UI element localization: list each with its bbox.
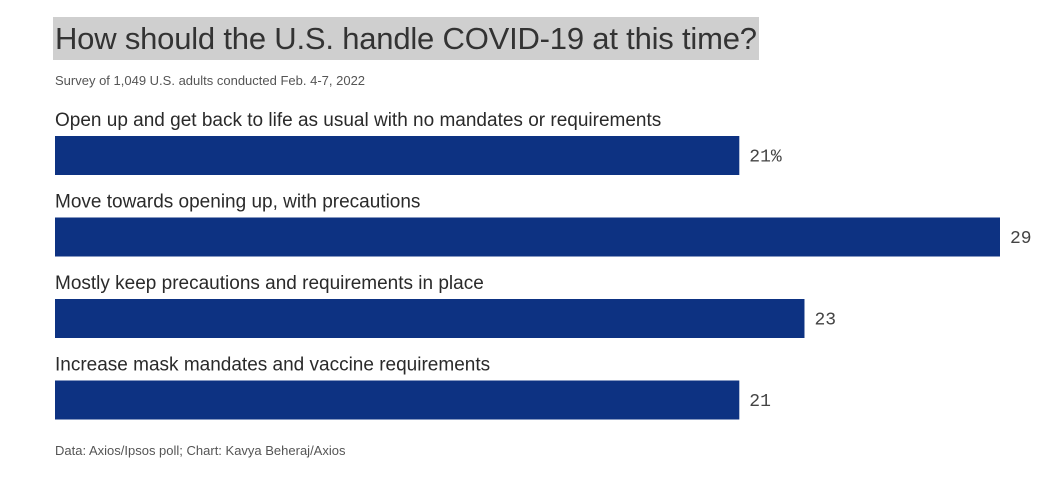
category-label: Move towards opening up, with precaution… [55,192,420,213]
value-label: 21% [749,148,782,168]
category-label: Open up and get back to life as usual wi… [55,110,661,131]
chart-title: How should the U.S. handle COVID-19 at t… [55,20,757,56]
bar [55,136,740,175]
bar [55,299,805,338]
category-label: Mostly keep precautions and requirements… [55,273,484,294]
value-label: 23 [814,311,836,331]
chart-subtitle: Survey of 1,049 U.S. adults conducted Fe… [55,73,366,88]
bar [55,217,1000,257]
category-label: Increase mask mandates and vaccine requi… [55,355,490,376]
value-label: 21 [749,392,771,412]
value-label: 29 [1010,229,1032,249]
chart-source: Data: Axios/Ipsos poll; Chart: Kavya Beh… [55,443,346,458]
bar [55,380,740,420]
title-highlight: How should the U.S. handle COVID-19 at t… [53,17,759,60]
